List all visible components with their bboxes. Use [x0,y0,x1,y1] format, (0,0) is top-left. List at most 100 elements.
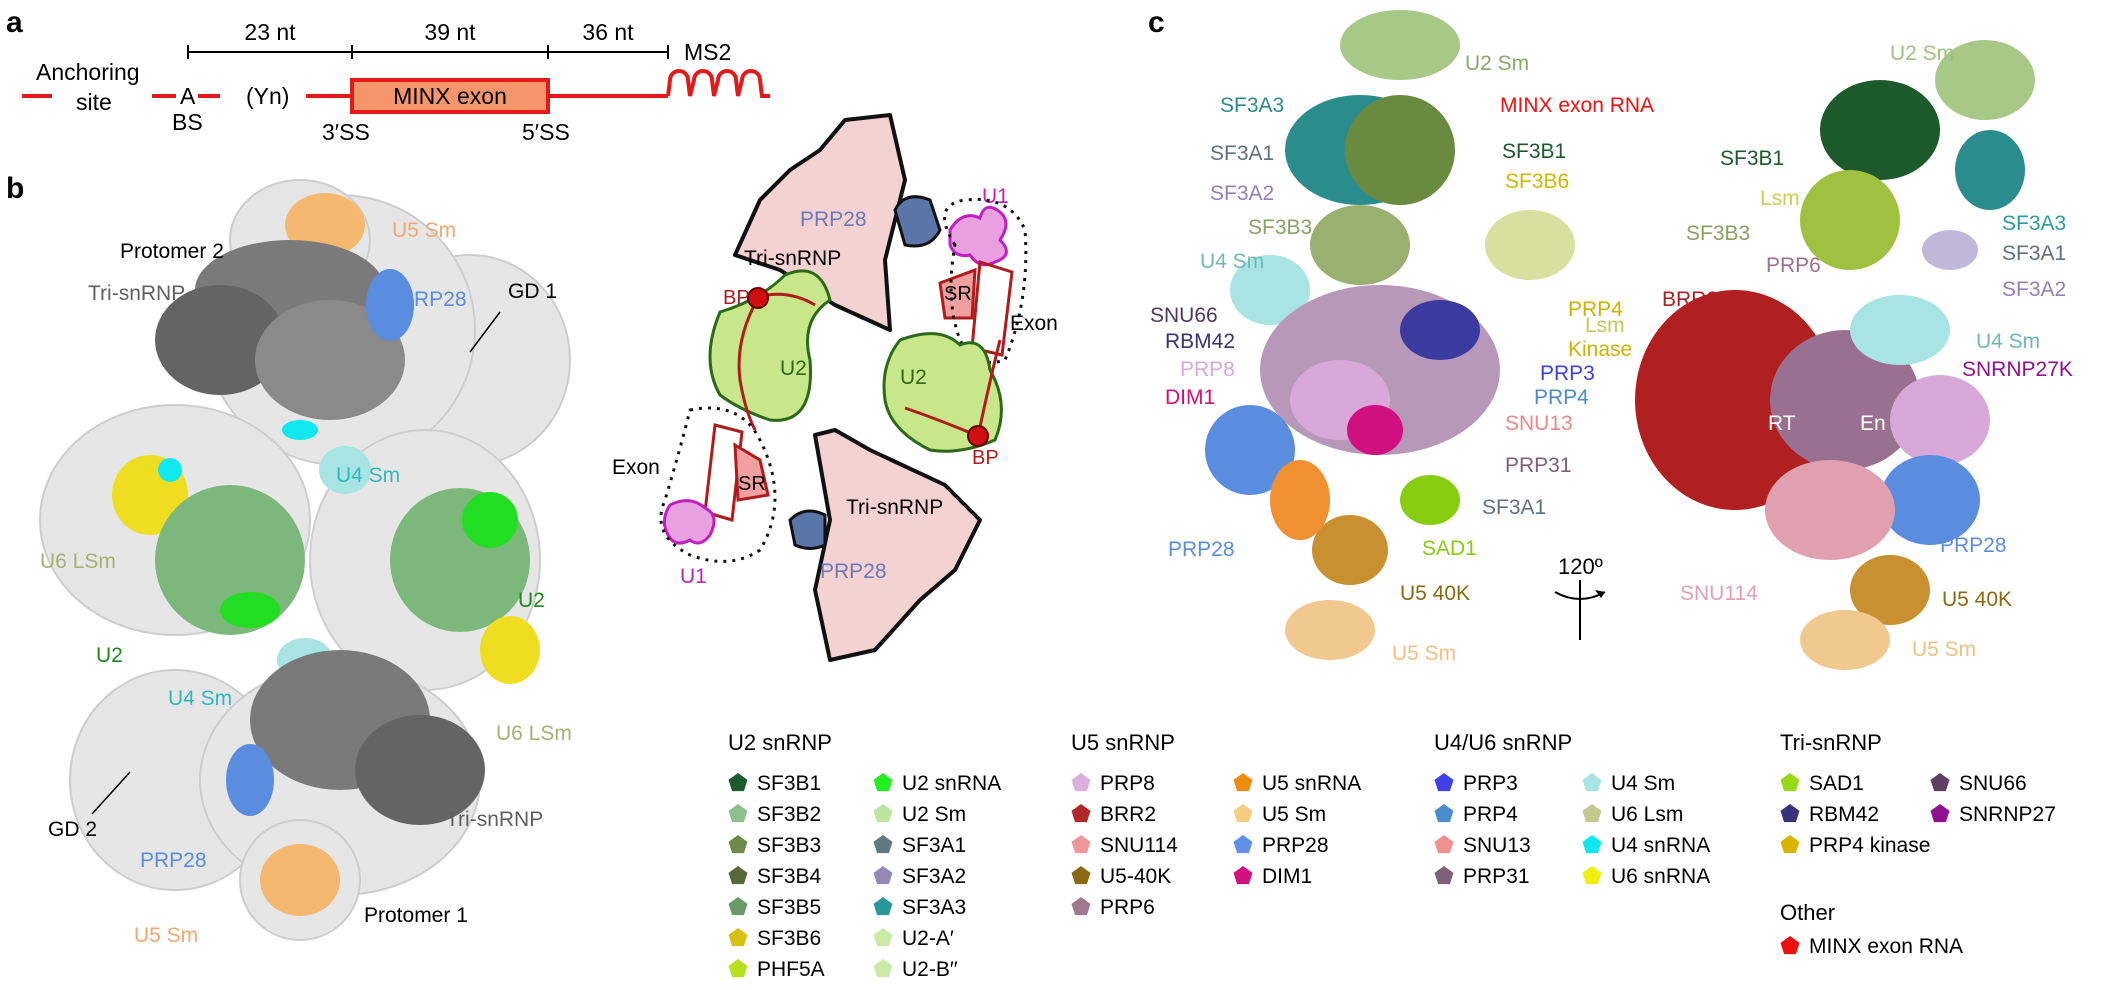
panel-b-density-map: Protomer 2 U5 Sm PRP28 Tri-snRNP GD 1 U4… [39,179,572,947]
legend-swatch [1434,804,1454,823]
legend-item: PRP6 [1100,896,1155,919]
structure-right [1635,40,2035,670]
map-label-u5sm-top: U5 Sm [392,219,456,242]
legend-swatch [1780,773,1800,792]
schem-u1-top: U1 [982,185,1009,208]
map-label-gd1: GD 1 [508,280,557,303]
legend-group-title: Tri-snRNP [1780,730,1882,755]
legend-item: DIM1 [1262,865,1312,888]
panel-b-schematic: PRP28 Tri-snRNP U1 SR Exon BP U2 BP U2 S… [612,113,1058,662]
legend-item: U5 snRNA [1262,772,1361,795]
legend-swatch [1233,835,1253,854]
legend-item: SAD1 [1809,772,1864,795]
legend-swatch [1434,835,1454,854]
map-label-u2-left: U2 [96,644,123,667]
legend-item: SF3A3 [902,896,966,919]
struct-label-right: PRP8 [1930,406,1985,429]
struct-label-left: SF3A1 [1210,142,1274,165]
gd1-leader [469,311,501,353]
legend-swatch [1233,866,1253,885]
legend-item: RBM42 [1809,803,1879,826]
legend-swatch [728,835,748,854]
sr-left-shape [733,442,770,502]
legend-item: U2 snRNA [902,772,1001,795]
schem-u2-right: U2 [900,366,927,389]
schem-prp28-bottom: PRP28 [820,560,887,583]
structure-left-labels: U2 Sm SF3A3 MINX exon RNA SF3A1 SF3B1 SF3A2 SF… [1150,52,1654,665]
schem-bp-right: BP [972,447,999,469]
legend-item: PRP4 [1463,803,1518,826]
legend-item: SF3A2 [902,865,966,888]
struct-label-right: RT [1768,412,1796,435]
branch-site-label: BS [172,109,203,135]
struct-label-right: U5 40K [1942,588,2012,611]
legend-item: U5 Sm [1262,803,1326,826]
legend-item: PRP3 [1463,772,1518,795]
schem-u1-left: U1 [680,565,707,588]
density-proteins [112,193,540,916]
struct-label-left: Lsm [1585,314,1625,337]
ms2-hairpins [666,69,770,98]
legend-swatch [1071,866,1091,885]
map-label-prp28-top: PRP28 [400,288,467,311]
gd2-leader [91,771,131,815]
struct-label-left: SF3B6 [1505,170,1569,193]
legend-item: SF3B3 [757,834,821,857]
minx-exon-box [350,78,550,114]
legend-swatch [1434,866,1454,885]
legend-item: PHF5A [757,958,825,981]
struct-label-right: En [1860,412,1886,435]
legend-swatch [728,804,748,823]
legend-item: SNRNP27 [1959,803,2056,826]
legend-item: U6 Lsm [1611,803,1683,826]
legend-item: U5-40K [1100,865,1171,888]
sr-top-shape [938,267,977,320]
struct-label-right: PRP6 [1766,254,1821,277]
legend-swatch [1780,835,1800,854]
struct-label-right: Lsm [1760,187,1800,210]
legend: U2 snRNP SF3B1 SF3B2 SF3B3 SF3B4 SF3B5 SF3B6 PH… [728,730,2056,981]
struct-label-left: PRP28 [1168,538,1235,561]
struct-label-right: U4 Sm [1976,330,2040,353]
struct-label-right: SF3A2 [2002,278,2066,301]
legend-swatch [1780,804,1800,823]
map-label-u4sm-top: U4 Sm [336,464,400,487]
u1-left-dotted [659,406,777,563]
map-label-gd2: GD 2 [48,818,97,841]
panel-letter-c: c [1148,6,1165,39]
rotation-arrowhead [1595,590,1605,598]
prp28-bottom-shape [788,509,827,550]
legend-swatch [873,866,893,885]
bp-right-dot [967,425,989,447]
legend-swatch [1233,773,1253,792]
struct-label-left: PRP4 [1534,386,1589,409]
struct-label-right: SF3A1 [2002,242,2066,265]
legend-swatch [873,773,893,792]
struct-label-left: PRP3 [1540,362,1595,385]
legend-item: SF3B4 [757,865,822,888]
struct-label-right: U5 Sm [1912,638,1976,661]
legend-swatch [1582,835,1602,854]
legend-group-title: U2 snRNP [728,730,832,755]
legend-swatch [1930,773,1950,792]
schem-trisnrnp-bottom: Tri-snRNP [846,496,943,519]
legend-swatch [728,959,748,978]
legend-swatch [873,835,893,854]
exon-top-bracket [970,260,1014,357]
u1-top-shape [948,205,1008,267]
struct-label-right: SF3B1 [1720,147,1784,170]
map-label-u2-right: U2 [518,589,545,612]
density-map-labels: Protomer 2 U5 Sm PRP28 Tri-snRNP GD 1 U4… [40,219,572,947]
ss3-label: 3′SS [322,119,370,145]
legend-item: U2 Sm [902,803,966,826]
map-label-u6lsm-left: U6 LSm [40,550,116,573]
struct-label-left: U4 Sm [1200,250,1264,273]
exon-left-bracket [703,423,744,522]
struct-label-left: PRP8 [1180,358,1235,381]
struct-label-right: SF3A3 [2002,212,2066,235]
struct-label-right: SNRNP27K [1962,358,2073,381]
bp-top-dot [747,287,769,309]
legend-item: MINX exon RNA [1809,935,1963,958]
structure-right-labels: U2 Sm SF3B1 Lsm SF3A3 SF3B3 SF3A1 PRP6 SF3A2 BRR… [1662,42,2073,661]
